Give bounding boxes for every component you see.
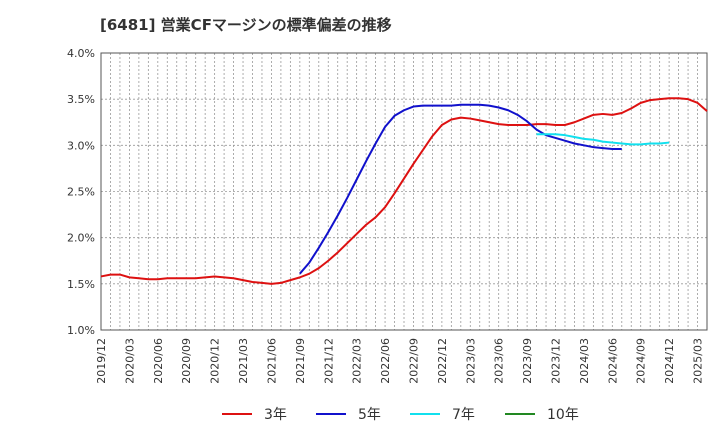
x-tick-label: 2021/09 <box>294 338 307 384</box>
y-tick-label: 1.0% <box>67 324 95 337</box>
y-tick-label: 2.5% <box>67 186 95 199</box>
x-tick-label: 2020/12 <box>209 338 222 384</box>
legend-label: 10年 <box>547 407 579 423</box>
x-tick-label: 2024/09 <box>635 338 648 384</box>
x-tick-label: 2025/03 <box>692 338 705 384</box>
series-lines <box>100 97 708 285</box>
y-axis: 1.0% 1.5% 2.0% 2.5% 3.0% 3.5% 4.0% <box>67 47 95 337</box>
x-tick-label: 2020/06 <box>152 338 165 384</box>
legend-label: 3年 <box>264 407 287 423</box>
x-tick-label: 2019/12 <box>95 338 108 384</box>
legend-label: 7年 <box>452 407 475 423</box>
x-tick-label: 2023/12 <box>550 338 563 384</box>
x-tick-label: 2023/06 <box>493 338 506 384</box>
x-tick-label: 2021/03 <box>237 338 250 384</box>
series-line-3年 <box>100 97 708 285</box>
x-tick-label: 2021/12 <box>322 338 335 384</box>
x-tick-label: 2020/09 <box>180 338 193 384</box>
legend: 3年 5年 7年 10年 <box>222 407 579 423</box>
x-tick-label: 2024/12 <box>663 338 676 384</box>
x-axis: 2019/12 2020/03 2020/06 2020/09 2020/12 2021/… <box>95 338 705 384</box>
y-tick-label: 2.0% <box>67 232 95 245</box>
x-tick-label: 2022/03 <box>351 338 364 384</box>
legend-label: 5年 <box>358 407 381 423</box>
series-line-7年 <box>536 133 670 146</box>
x-tick-label: 2024/03 <box>578 338 591 384</box>
x-tick-label: 2024/06 <box>606 338 619 384</box>
y-tick-label: 3.5% <box>67 93 95 106</box>
x-tick-label: 2021/06 <box>265 338 278 384</box>
x-tick-label: 2023/03 <box>464 338 477 384</box>
x-tick-label: 2020/03 <box>123 338 136 384</box>
chart-title: [6481] 営業CFマージンの標準偏差の推移 <box>100 16 392 34</box>
plot-frame <box>100 52 708 331</box>
x-tick-label: 2022/06 <box>379 338 392 384</box>
x-tick-label: 2022/09 <box>407 338 420 384</box>
y-tick-label: 3.0% <box>67 139 95 152</box>
series-line-5年 <box>299 103 622 275</box>
y-tick-label: 1.5% <box>67 278 95 291</box>
x-tick-label: 2023/09 <box>521 338 534 384</box>
grid <box>101 53 707 330</box>
y-tick-label: 4.0% <box>67 47 95 60</box>
x-tick-label: 2022/12 <box>436 338 449 384</box>
